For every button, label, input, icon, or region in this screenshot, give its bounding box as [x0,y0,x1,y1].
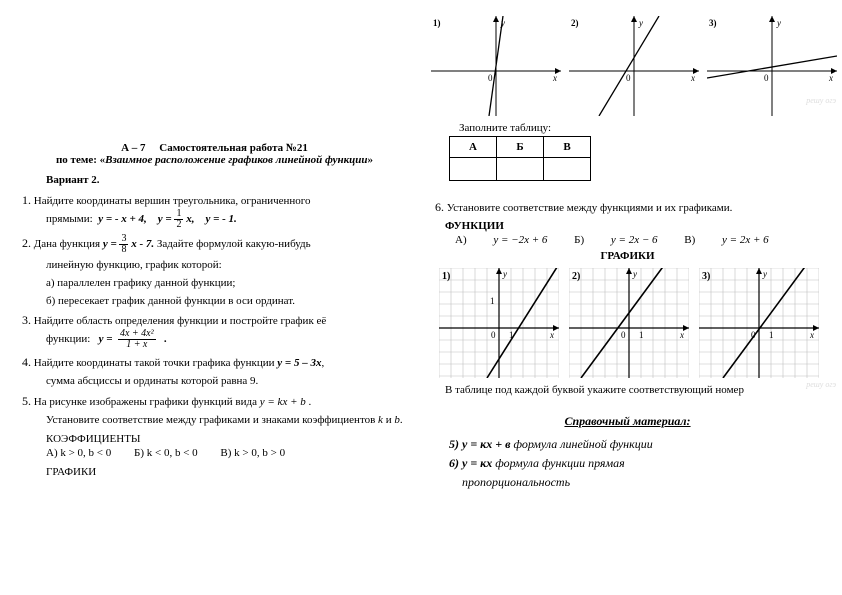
fill-table: А Б В [449,136,591,181]
svg-text:3): 3) [702,271,710,282]
left-column: А – 7 Самостоятельная работа №21 по теме… [18,12,411,494]
reference-6: 6) y = кx формула функции прямая [449,456,824,471]
grid-graph-3-svg: yx013) [699,268,819,378]
right-column: yx01) yx02) yx03) решу огэ Заполните таб… [431,12,824,494]
task-3: 3. Найдите область определения функции и… [22,312,411,350]
fill-head-c: В [544,137,591,158]
svg-text:3): 3) [709,18,717,28]
task-2: 2. Дана функция y = 3 8 x - 7. Задайте ф… [22,234,411,309]
fill-cell-b[interactable] [497,158,544,181]
graphs-heading-left: ГРАФИКИ [46,465,411,480]
grid-graphs-row: y x 0 1 1) 1 y x 0 1 2) y x 0 1 3) [439,268,824,378]
task-5: 5. На рисунке изображены графики функций… [22,393,411,480]
svg-text:y: y [762,269,767,279]
task-1: 1. Найдите координаты вершин треугольник… [22,192,411,230]
fraction-half: 1 2 [174,209,183,230]
svg-text:0: 0 [764,73,769,83]
svg-text:1: 1 [639,330,644,340]
task-1-equations: прямыми: y = - x + 4, y = 1 2 x, y = - 1… [46,209,411,230]
fill-cell-a[interactable] [450,158,497,181]
task-3-equation: функции: y = 4x + 4x² 1 + x . [46,329,411,350]
svg-text:1): 1) [442,271,450,282]
svg-text:2): 2) [571,18,579,28]
svg-text:x: x [828,73,833,83]
mini-graph-1: yx01) [431,16,561,116]
svg-text:y: y [776,18,781,28]
svg-text:0: 0 [491,330,496,340]
worksheet-page: А – 7 Самостоятельная работа №21 по теме… [18,12,824,494]
mini-graphs-row: y x 0 1) y x 0 2) y x 0 3) [431,16,824,116]
graphs-heading-right: ГРАФИКИ [431,250,824,262]
svg-text:0: 0 [626,73,631,83]
title-line-1: А – 7 Самостоятельная работа №21 [18,142,411,154]
grid-graph-2-svg: y x 0 1 2) [569,268,689,378]
task-6: 6. Установите соответствие между функция… [435,199,824,216]
variant-label: Вариант 2. [46,174,411,186]
svg-text:x: x [690,73,695,83]
fill-head-a: А [450,137,497,158]
svg-text:1): 1) [433,18,441,28]
functions-heading: ФУНКЦИИ [445,220,824,232]
svg-text:x: x [809,330,814,340]
svg-text:x: x [549,330,554,340]
svg-text:2): 2) [572,271,580,282]
fraction-3-8: 3 8 [119,234,128,255]
svg-text:1: 1 [490,296,495,306]
svg-text:0: 0 [621,330,626,340]
reference-5: 5) y = кx + в формула линейной функции [449,437,824,452]
grid-graph-1-svg: yx011)1 [439,268,559,378]
mini-graph-2-svg: y x 0 2) [569,16,699,116]
watermark-2: решу огэ [806,380,836,389]
fraction-rational: 4x + 4x² 1 + x [118,329,156,350]
mini-graph-2: y x 0 2) [569,16,699,116]
coefficients-heading: КОЭФФИЦИЕНТЫ [46,432,411,447]
functions-row: А) y = −2x + 6 Б) y = 2x − 6 В) y = 2x +… [455,234,824,246]
svg-text:x: x [552,73,557,83]
coefficients-row: А) k > 0, b < 0 Б) k < 0, b < 0 В) k > 0… [46,446,411,461]
title-line-2: по теме: «Взаимное расположение графиков… [18,154,411,166]
svg-text:0: 0 [488,73,493,83]
reference-6-cont: 6) пропорциональность [449,475,824,490]
fill-cell-c[interactable] [544,158,591,181]
svg-text:y: y [502,269,507,279]
svg-text:1: 1 [769,330,774,340]
grid-graph-3: yx013) [699,268,819,378]
watermark-1: решу огэ [806,96,836,105]
title-block: А – 7 Самостоятельная работа №21 по теме… [18,142,411,166]
fill-table-label: Заполните таблицу: [459,122,824,134]
mini-graph-1-svg: yx01) [431,16,561,116]
task-4: 4. Найдите координаты такой точки график… [22,354,411,389]
grid-graph-1: yx011)1 [439,268,559,378]
svg-text:y: y [632,269,637,279]
grid-caption: В таблице под каждой буквой укажите соот… [445,384,824,396]
svg-text:x: x [679,330,684,340]
grid-graph-2: y x 0 1 2) [569,268,689,378]
reference-heading: Справочный материал: [431,414,824,429]
svg-text:y: y [638,18,643,28]
fill-head-b: Б [497,137,544,158]
